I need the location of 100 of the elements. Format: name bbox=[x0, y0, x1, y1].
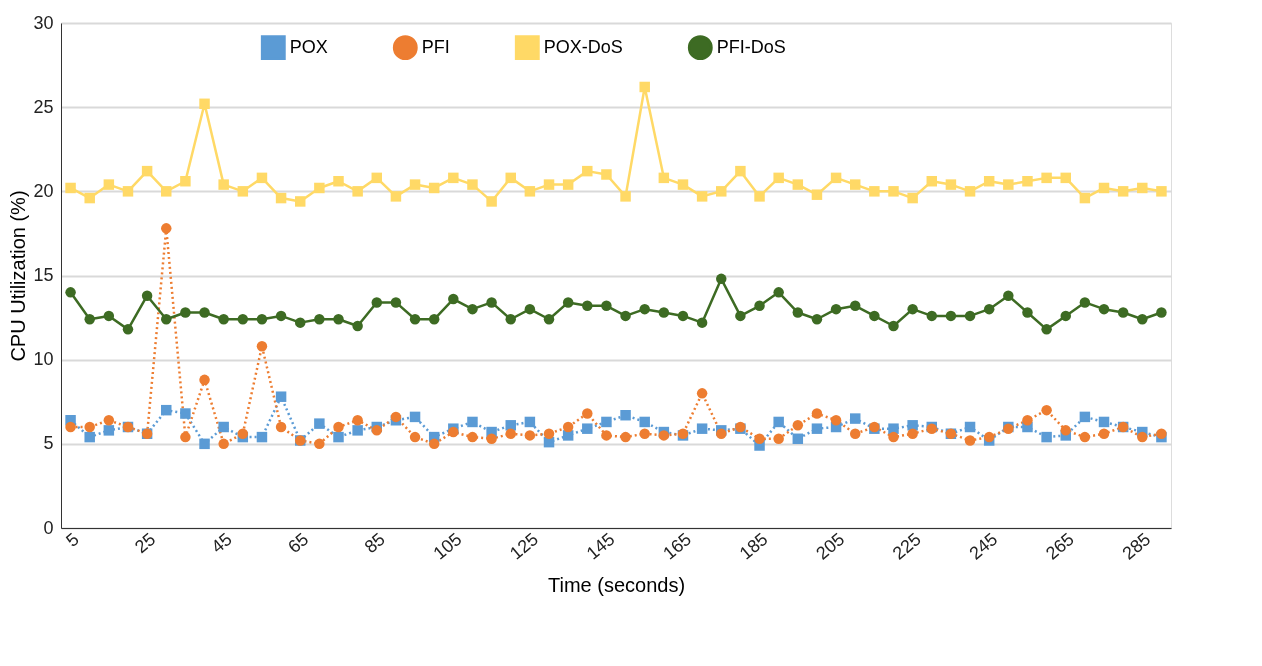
point bbox=[1060, 310, 1071, 322]
point bbox=[811, 423, 823, 434]
point bbox=[180, 408, 191, 419]
point bbox=[869, 186, 880, 197]
point bbox=[658, 307, 670, 318]
point bbox=[428, 438, 440, 450]
point bbox=[333, 175, 344, 187]
point bbox=[409, 179, 421, 190]
point bbox=[543, 179, 555, 190]
point bbox=[601, 430, 612, 441]
point bbox=[983, 303, 995, 315]
point bbox=[562, 421, 574, 433]
point bbox=[352, 425, 363, 436]
point bbox=[964, 435, 976, 446]
point bbox=[1117, 186, 1129, 197]
point bbox=[562, 179, 574, 190]
point bbox=[639, 81, 650, 93]
point bbox=[601, 169, 612, 180]
point bbox=[926, 310, 938, 322]
point bbox=[1117, 307, 1129, 318]
point bbox=[1098, 428, 1110, 439]
point bbox=[1041, 324, 1052, 335]
point bbox=[639, 428, 650, 439]
point bbox=[352, 415, 363, 426]
point bbox=[371, 297, 383, 308]
point bbox=[792, 307, 804, 318]
point bbox=[448, 293, 459, 305]
point bbox=[1079, 192, 1091, 204]
x-tick-label: 185 bbox=[735, 528, 772, 564]
point bbox=[1079, 297, 1091, 308]
point bbox=[141, 165, 153, 177]
point bbox=[735, 310, 746, 322]
x-tick-label: 285 bbox=[1118, 528, 1155, 564]
point bbox=[314, 314, 325, 325]
point bbox=[639, 416, 650, 428]
x-tick-label: 45 bbox=[207, 528, 236, 558]
point bbox=[352, 186, 363, 197]
point bbox=[467, 179, 478, 190]
x-axis-title: Time (seconds) bbox=[547, 573, 686, 596]
point bbox=[486, 196, 497, 207]
point bbox=[639, 303, 650, 315]
point bbox=[849, 300, 861, 312]
point bbox=[371, 172, 383, 184]
point bbox=[275, 310, 287, 322]
point bbox=[218, 438, 229, 450]
point bbox=[84, 192, 95, 204]
point bbox=[1041, 431, 1052, 443]
point bbox=[294, 196, 306, 207]
point bbox=[1060, 172, 1071, 184]
point bbox=[141, 290, 153, 301]
point bbox=[428, 314, 440, 325]
point bbox=[773, 433, 784, 445]
x-tick-label: 85 bbox=[360, 528, 389, 558]
point bbox=[409, 314, 421, 325]
point bbox=[543, 314, 555, 325]
y-tick-label: 5 bbox=[43, 433, 54, 454]
legend-label: PFI bbox=[421, 36, 450, 57]
point bbox=[218, 314, 229, 325]
y-tick-label: 25 bbox=[33, 96, 54, 117]
point bbox=[620, 310, 631, 322]
point bbox=[256, 172, 268, 184]
point bbox=[524, 303, 536, 315]
point bbox=[907, 428, 918, 439]
point bbox=[811, 189, 823, 200]
y-tick-label: 30 bbox=[33, 12, 54, 33]
point bbox=[582, 408, 593, 419]
point bbox=[830, 172, 842, 184]
point bbox=[1137, 182, 1148, 194]
point bbox=[275, 421, 287, 433]
point bbox=[161, 186, 172, 197]
point bbox=[888, 423, 899, 434]
point bbox=[486, 433, 497, 445]
point bbox=[1156, 307, 1167, 318]
point bbox=[409, 411, 421, 423]
point bbox=[964, 310, 976, 322]
point bbox=[371, 425, 383, 436]
y-tick-label: 10 bbox=[33, 349, 54, 370]
point bbox=[1079, 411, 1091, 423]
point bbox=[1041, 404, 1052, 416]
point bbox=[103, 415, 115, 426]
point bbox=[180, 175, 191, 187]
x-tick-label: 225 bbox=[888, 528, 925, 564]
point bbox=[792, 433, 804, 445]
y-tick-label: 0 bbox=[43, 517, 54, 538]
point bbox=[773, 172, 784, 184]
point bbox=[754, 191, 765, 202]
point bbox=[390, 297, 402, 308]
point bbox=[582, 423, 593, 434]
point bbox=[103, 310, 115, 322]
point bbox=[275, 391, 287, 402]
point bbox=[945, 179, 957, 190]
point bbox=[849, 179, 861, 190]
point bbox=[467, 431, 478, 443]
point bbox=[1156, 428, 1167, 439]
x-tick-label: 145 bbox=[582, 528, 619, 564]
x-tick-label: 245 bbox=[965, 528, 1002, 564]
point bbox=[122, 324, 134, 335]
point bbox=[830, 415, 842, 426]
point bbox=[830, 303, 842, 315]
point bbox=[773, 416, 784, 428]
